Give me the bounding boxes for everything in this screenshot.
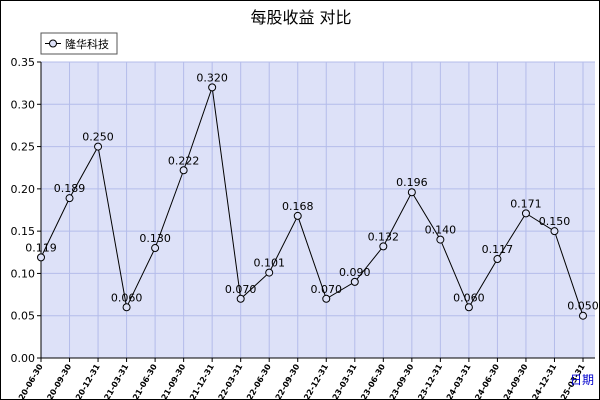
data-label: 0.132 [368,230,400,243]
data-point [493,255,502,264]
legend-label: 隆华科技 [65,37,109,51]
data-label: 0.168 [282,200,314,213]
data-label: 0.060 [111,291,143,304]
data-label: 0.101 [253,257,285,270]
data-label: 0.140 [425,224,457,237]
x-tick-label: 2023-06-30 [354,362,388,399]
x-tick-label: 2021-03-31 [97,362,131,399]
data-point [236,294,245,303]
data-point [179,166,188,175]
y-tick-label: 0.35 [11,56,36,69]
data-point [379,242,388,251]
data-point [436,235,445,244]
data-point [407,188,416,197]
x-tick-label: 2022-12-31 [297,362,331,399]
x-tick-label: 2021-06-30 [125,362,159,399]
data-point [322,294,331,303]
x-tick-label: 2024-12-31 [525,362,559,399]
data-label: 0.150 [539,215,571,228]
data-point [550,227,559,236]
x-axis-label: 日期 [570,373,594,387]
y-tick-label: 0.10 [11,267,36,280]
data-label: 0.070 [225,283,257,296]
x-tick-label: 2023-09-30 [382,362,416,399]
chart-title: 每股收益 对比 [250,8,351,27]
data-label: 0.130 [139,232,171,245]
x-tick-label: 2024-06-30 [468,362,502,399]
data-label: 0.222 [168,154,200,167]
data-label: 0.119 [25,241,57,254]
data-label: 0.189 [54,182,86,195]
data-label: 0.050 [567,300,599,313]
data-point [65,194,74,203]
data-point [94,142,103,151]
data-label: 0.070 [311,283,343,296]
y-tick-label: 0.00 [11,352,36,365]
data-point [464,303,473,312]
y-tick-label: 0.20 [11,183,36,196]
data-label: 0.090 [339,266,371,279]
x-tick-label: 2022-09-30 [268,362,302,399]
data-point [521,209,530,218]
data-label: 0.320 [196,71,228,84]
data-label: 0.250 [82,131,114,144]
data-point [151,244,160,253]
y-tick-label: 0.30 [11,98,36,111]
x-tick-label: 2020-09-30 [40,362,74,399]
x-tick-label: 2020-12-31 [68,362,102,399]
series-line [40,87,584,316]
x-tick-label: 2023-03-31 [325,362,359,399]
x-tick-label: 2020-06-30 [11,362,45,399]
x-tick-label: 2021-09-30 [154,362,188,399]
data-point [293,211,302,220]
x-tick-label: 2024-03-31 [439,362,473,399]
y-tick-label: 0.15 [11,225,36,238]
x-tick-label: 2021-12-31 [183,362,217,399]
x-tick-label: 2022-03-31 [211,362,245,399]
data-point [122,303,131,312]
y-tick-label: 0.05 [11,310,36,323]
data-point [350,277,359,286]
x-tick-label: 2023-12-31 [411,362,445,399]
data-point [265,268,274,277]
data-point [37,253,45,262]
data-point [579,311,587,320]
data-label: 0.060 [453,291,485,304]
data-label: 0.117 [482,243,514,256]
x-tick-label: 2024-09-30 [496,362,530,399]
y-tick-label: 0.25 [11,141,36,154]
x-tick-label: 2022-06-30 [240,362,274,399]
plot-area [41,62,595,358]
data-label: 0.196 [396,176,428,189]
legend-marker [49,39,57,48]
legend-box [40,32,118,55]
data-label: 0.171 [510,197,542,210]
data-point [208,83,217,92]
